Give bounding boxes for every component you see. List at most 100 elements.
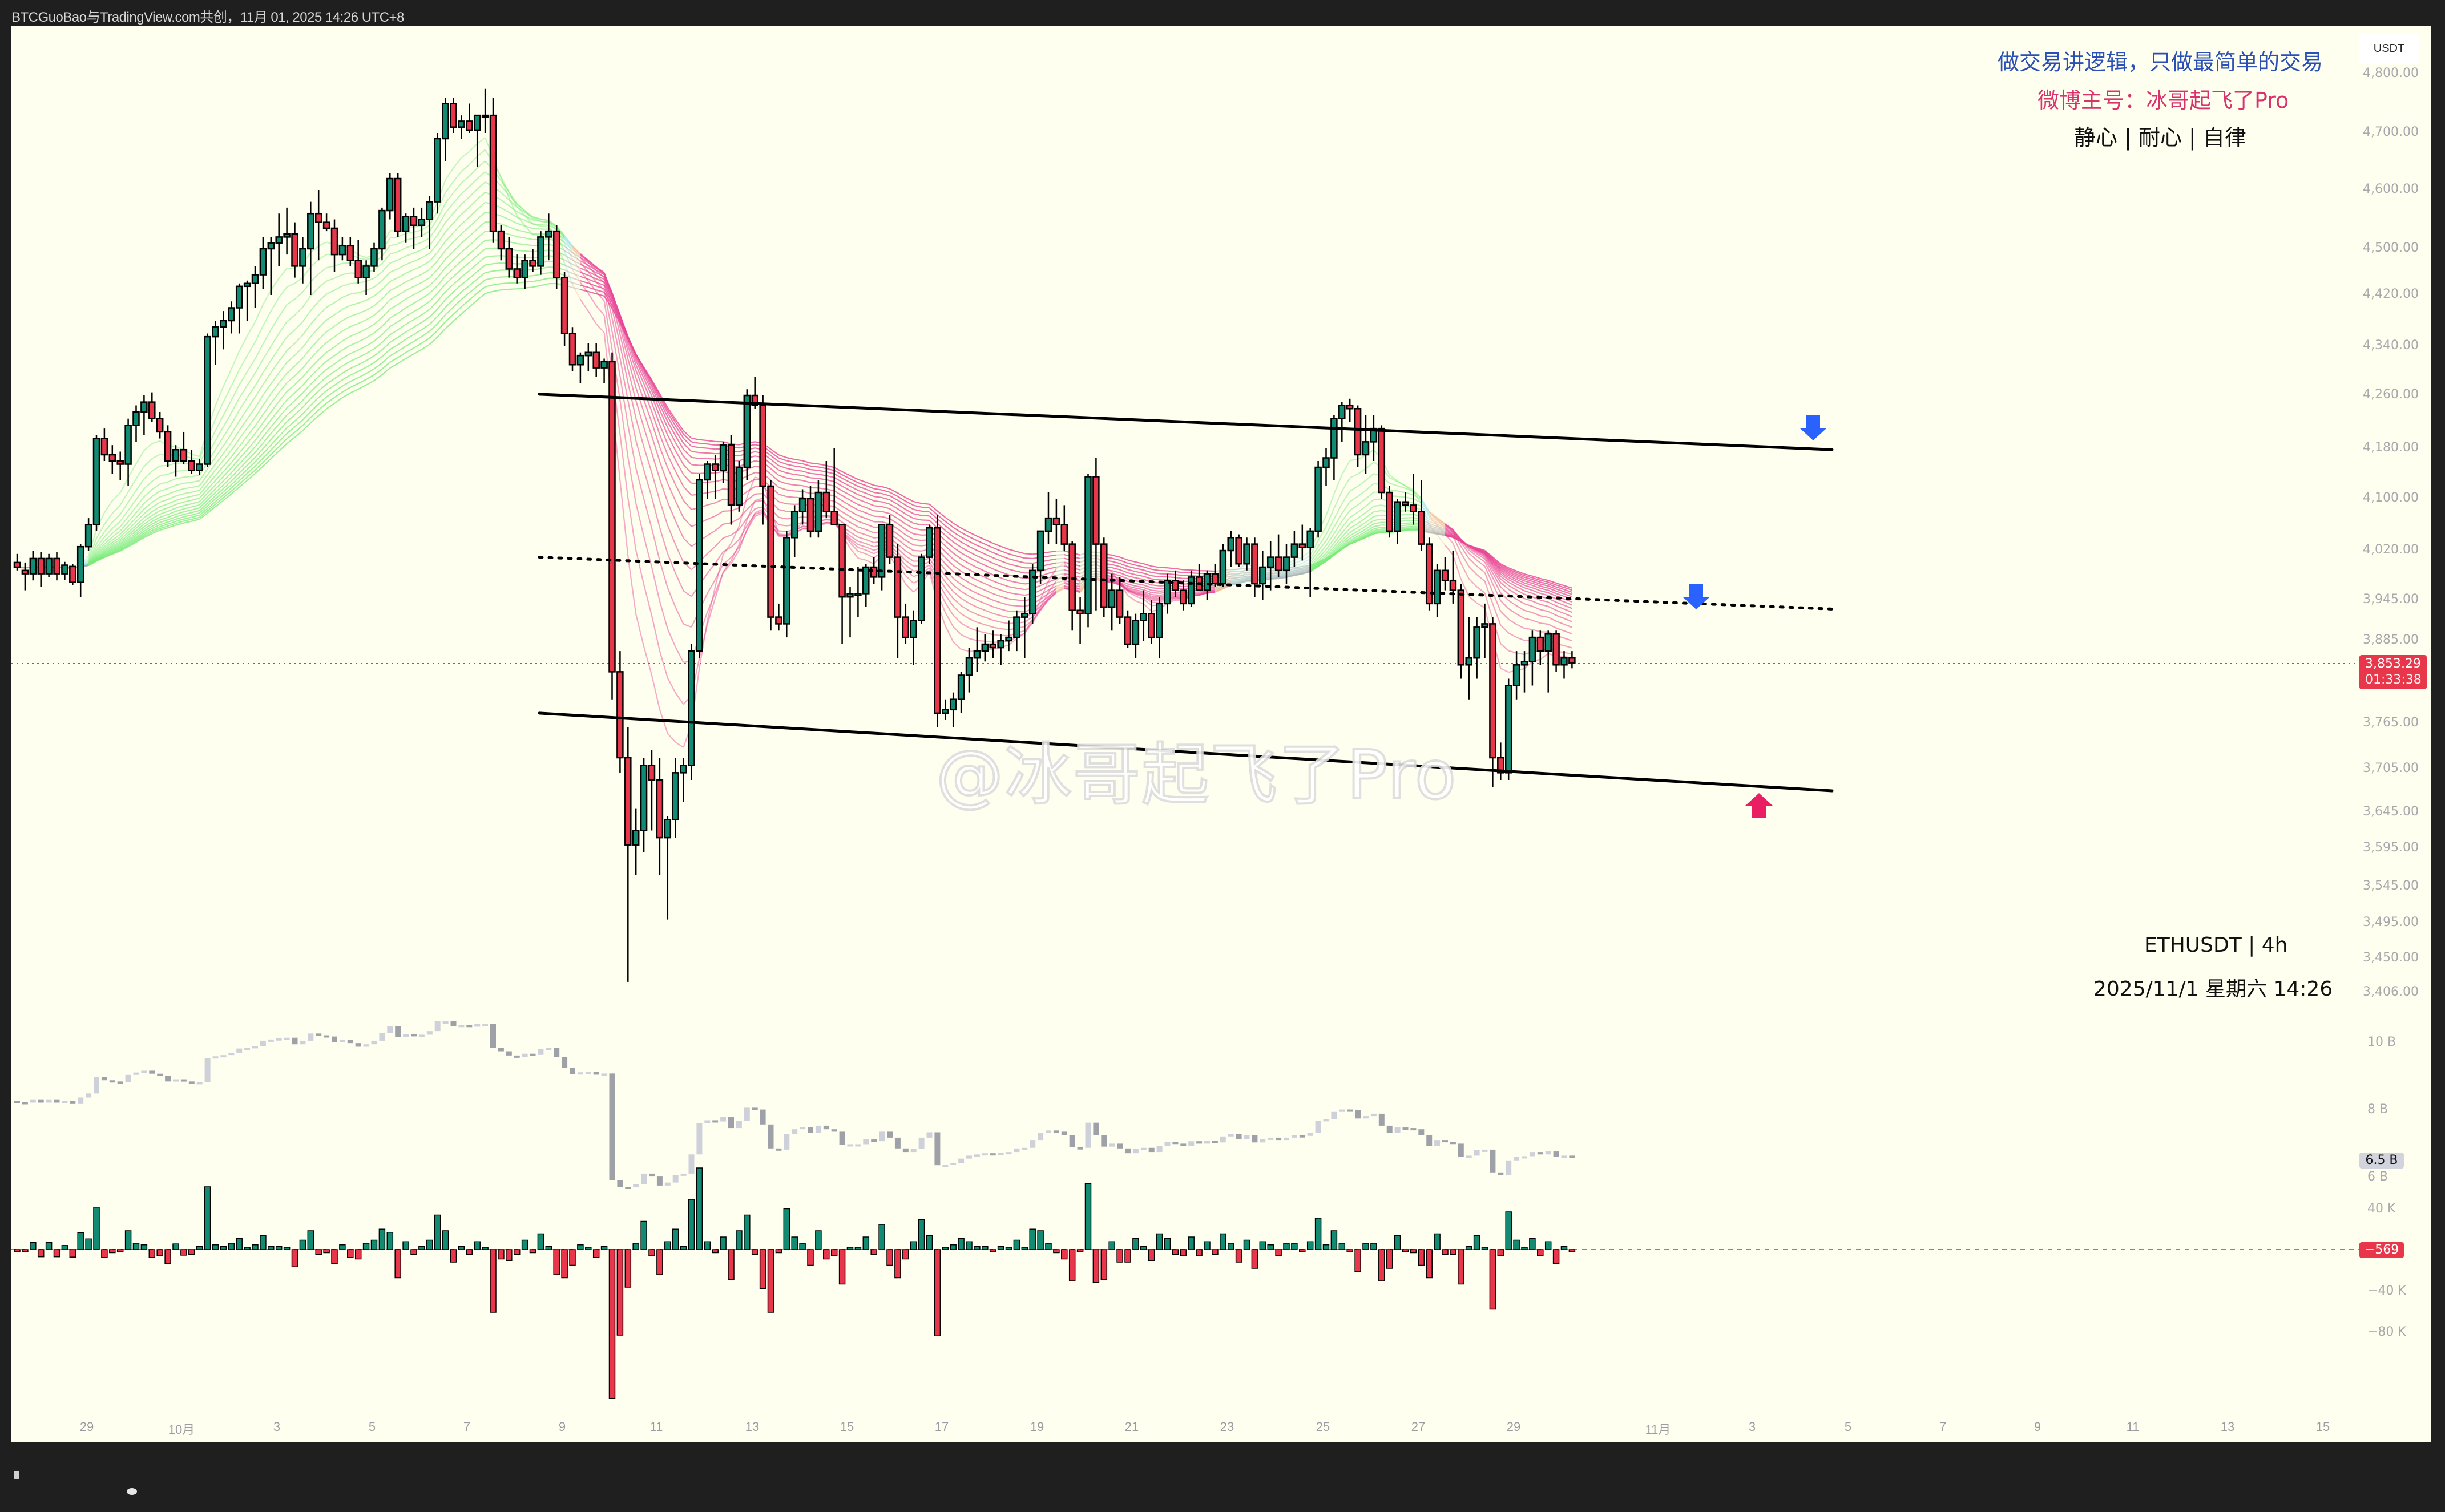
- candle[interactable]: [307, 212, 314, 250]
- candle[interactable]: [521, 260, 528, 278]
- candle[interactable]: [1481, 623, 1488, 628]
- candle[interactable]: [84, 524, 92, 548]
- candle[interactable]: [830, 511, 838, 525]
- candle[interactable]: [1290, 543, 1298, 558]
- candle[interactable]: [410, 216, 418, 227]
- candle[interactable]: [1322, 457, 1330, 468]
- candle[interactable]: [965, 657, 973, 676]
- candle[interactable]: [124, 425, 132, 465]
- candle[interactable]: [29, 557, 37, 575]
- candle[interactable]: [1266, 556, 1274, 568]
- candle[interactable]: [1402, 501, 1409, 506]
- candle[interactable]: [806, 498, 814, 532]
- candle[interactable]: [204, 335, 211, 465]
- candle[interactable]: [394, 177, 402, 232]
- candle[interactable]: [1021, 613, 1028, 618]
- candle[interactable]: [727, 444, 735, 506]
- candle[interactable]: [704, 463, 711, 481]
- candle[interactable]: [997, 640, 1004, 649]
- candle[interactable]: [759, 405, 766, 487]
- candle[interactable]: [497, 230, 505, 250]
- candle[interactable]: [775, 616, 782, 625]
- candle[interactable]: [1473, 626, 1480, 659]
- candle[interactable]: [92, 438, 100, 525]
- candle[interactable]: [1330, 418, 1338, 459]
- candle[interactable]: [362, 265, 370, 278]
- candle[interactable]: [568, 333, 576, 366]
- candle[interactable]: [1306, 530, 1314, 548]
- candle[interactable]: [1172, 579, 1179, 591]
- candle[interactable]: [767, 485, 774, 618]
- candle[interactable]: [1282, 556, 1290, 572]
- candle[interactable]: [1552, 633, 1560, 666]
- candle[interactable]: [1100, 543, 1108, 608]
- candle[interactable]: [156, 418, 164, 433]
- candle[interactable]: [1140, 613, 1148, 621]
- channel-upper-line[interactable]: [538, 393, 1834, 451]
- candle[interactable]: [1148, 613, 1155, 638]
- candle[interactable]: [299, 248, 306, 267]
- candle[interactable]: [798, 498, 806, 512]
- candle[interactable]: [418, 219, 426, 227]
- chart-area[interactable]: [11, 26, 2444, 1442]
- candle[interactable]: [719, 444, 727, 471]
- channel-lower-line[interactable]: [538, 711, 1834, 793]
- candle[interactable]: [1116, 589, 1124, 618]
- candle[interactable]: [1076, 609, 1084, 614]
- candle[interactable]: [711, 463, 719, 471]
- candle[interactable]: [100, 438, 108, 456]
- candle[interactable]: [1052, 517, 1060, 525]
- candle[interactable]: [616, 671, 624, 759]
- candle[interactable]: [386, 177, 394, 212]
- candle[interactable]: [624, 757, 632, 846]
- candle[interactable]: [45, 557, 53, 575]
- candle[interactable]: [140, 401, 148, 413]
- candle[interactable]: [37, 557, 45, 575]
- candle[interactable]: [458, 120, 465, 128]
- candle[interactable]: [1378, 427, 1386, 494]
- candle[interactable]: [220, 320, 227, 328]
- candle[interactable]: [116, 460, 124, 465]
- candle[interactable]: [545, 230, 552, 238]
- candle[interactable]: [172, 448, 180, 462]
- candle[interactable]: [680, 765, 687, 774]
- candle[interactable]: [783, 537, 790, 625]
- candle[interactable]: [1108, 589, 1116, 608]
- candle[interactable]: [1536, 636, 1544, 652]
- candle[interactable]: [1410, 504, 1417, 512]
- candle[interactable]: [790, 511, 798, 539]
- candle[interactable]: [1433, 569, 1441, 605]
- candle[interactable]: [505, 248, 513, 270]
- candle[interactable]: [1013, 616, 1020, 638]
- candle[interactable]: [1425, 543, 1433, 605]
- candle[interactable]: [1156, 603, 1163, 638]
- candle[interactable]: [608, 361, 616, 673]
- candle[interactable]: [132, 411, 140, 426]
- candle[interactable]: [973, 650, 981, 659]
- candle[interactable]: [61, 564, 68, 575]
- candle[interactable]: [473, 114, 481, 131]
- candle[interactable]: [648, 765, 656, 781]
- candle[interactable]: [1386, 491, 1393, 532]
- candle[interactable]: [664, 819, 672, 839]
- candle[interactable]: [1028, 569, 1036, 614]
- candle[interactable]: [188, 460, 196, 471]
- candle[interactable]: [981, 643, 989, 652]
- candle[interactable]: [656, 779, 664, 839]
- candle[interactable]: [576, 354, 584, 366]
- candle[interactable]: [1449, 579, 1457, 591]
- candle[interactable]: [894, 556, 902, 618]
- candle[interactable]: [1520, 661, 1528, 666]
- candle[interactable]: [402, 216, 410, 232]
- candle[interactable]: [322, 221, 330, 229]
- candle[interactable]: [164, 431, 172, 462]
- candle[interactable]: [13, 561, 21, 568]
- candle[interactable]: [212, 326, 219, 338]
- candle[interactable]: [926, 527, 933, 558]
- candle[interactable]: [76, 545, 84, 583]
- candle[interactable]: [1346, 405, 1354, 410]
- candle[interactable]: [1504, 685, 1512, 774]
- candle[interactable]: [426, 201, 434, 220]
- currency-selector[interactable]: USDT: [2359, 33, 2419, 64]
- candle[interactable]: [21, 569, 29, 575]
